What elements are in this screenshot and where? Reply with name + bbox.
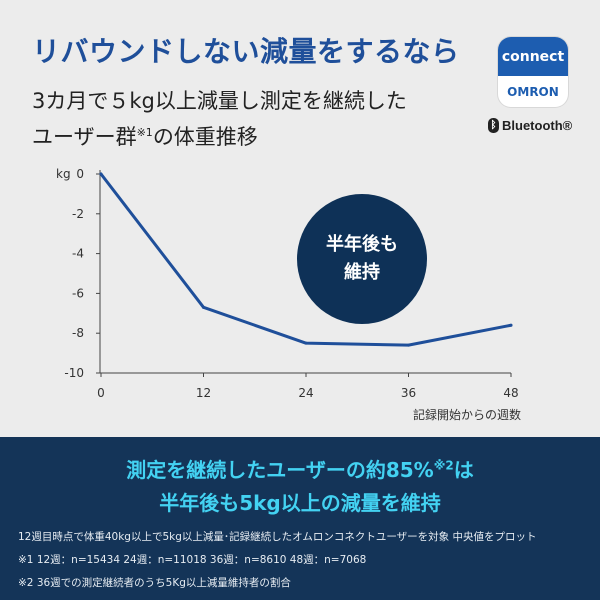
bottom-panel: 測定を継続したユーザーの約85%※2は 半年後も5kg以上の減量を維持 12週目… [0,437,600,600]
x-tick-label: 12 [196,386,211,400]
badge-maintained: 半年後も 維持 [297,194,427,324]
bluetooth-label: Bluetooth® [502,118,573,133]
headline: リバウンドしない減量をするなら [32,35,460,68]
y-tick-label: 0 [76,167,84,181]
x-tick-label: 24 [298,386,313,400]
bluetooth-icon: ᛒ [488,118,499,133]
x-tick-label: 48 [503,386,518,400]
subtitle-line2-tail: の体重推移 [152,125,258,149]
claim-line1-tail: は [453,458,474,482]
bluetooth-logo: ᛒ Bluetooth® [488,118,572,133]
x-tick-label: 36 [401,386,416,400]
weight-chart: 0 -2 -4 -6 -8 -10 kg 0 12 24 36 48 記録開始からの週数 [56,167,521,422]
weight-data-point [202,305,205,309]
note-1: 12週目時点で体重40kg以上で5kg以上減量･記録継続したオムロンコネクトユー… [18,531,537,543]
note-2: ※1 12週：n=15434 24週：n=11018 36週：n=8610 48… [18,554,367,566]
subtitle: 3カ月で５kg以上減量し測定を継続した ユーザー群※1の体重推移 [32,86,407,153]
y-tick-label: -8 [72,326,84,340]
badge-text: 半年後も 維持 [326,234,398,283]
x-tick-label: 0 [97,386,105,400]
omron-connect-app-icon: connect OMRON [498,37,568,107]
claim-line1-main: 測定を継続したユーザーの約85% [126,458,434,482]
subtitle-line2: ユーザー群※1の体重推移 [32,117,407,153]
claim-line1: 測定を継続したユーザーの約85%※2は [0,454,600,483]
y-tick-label: -2 [72,207,84,221]
app-icon-bottom-text: OMRON [507,84,559,99]
weight-data-point [407,343,410,347]
claim-line2: 半年後も5kg以上の減量を維持 [159,491,441,515]
subtitle-line2-main: ユーザー群 [32,125,137,149]
app-icon-top-text: connect [498,37,568,76]
claim-footnote-mark: ※2 [433,458,454,473]
weight-data-point [509,323,513,327]
weight-data-point [99,172,103,176]
y-tick-label: -6 [72,286,84,300]
y-axis-label: kg [56,167,71,181]
y-tick-label: -10 [64,366,84,380]
x-axis-label: 記録開始からの週数 [413,407,521,422]
weight-data-point [304,341,308,345]
subtitle-footnote-mark: ※1 [136,126,153,139]
subtitle-line1: 3カ月で５kg以上減量し測定を継続した [32,89,407,113]
note-3: ※2 36週での測定継続者のうち5Kg以上減量維持者の割合 [18,577,291,589]
y-tick-label: -4 [72,247,84,261]
